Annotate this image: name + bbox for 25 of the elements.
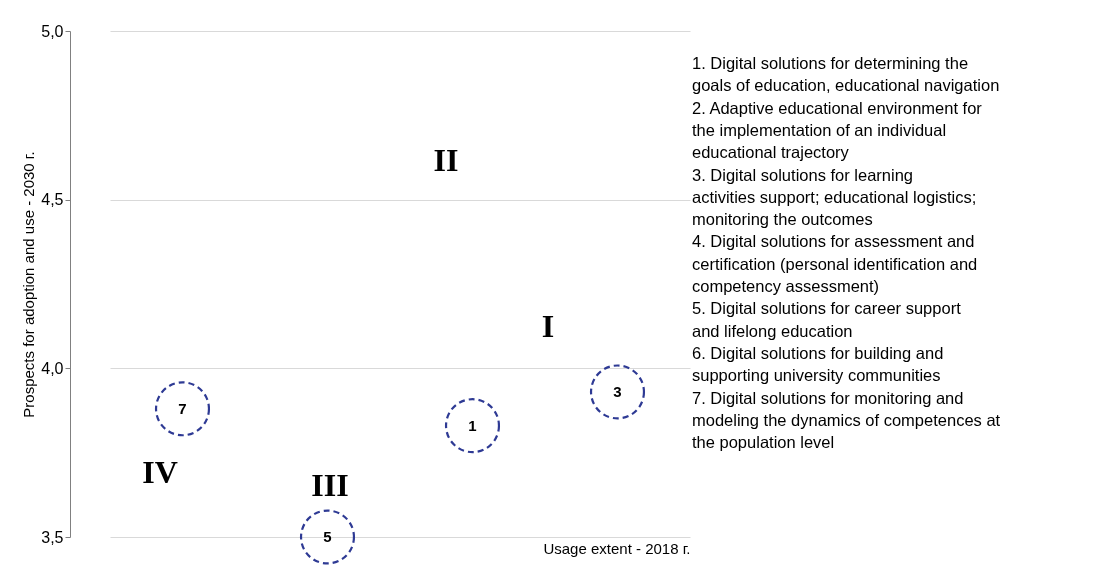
y-tick-label: 3,5 bbox=[41, 528, 64, 546]
point bbox=[444, 398, 501, 454]
text: 3. Digital solutions for learning activities support; educational logistics; monitoring the outcomes bbox=[692, 165, 977, 229]
series-label: 7 bbox=[178, 399, 187, 417]
y-tick-label: 4,5 bbox=[41, 191, 64, 209]
point bbox=[299, 509, 356, 565]
annotation: III bbox=[311, 467, 349, 503]
text: 2. Adaptive educational environment for the implementation of an individual educational trajectory bbox=[692, 98, 983, 162]
series-label: 5 bbox=[323, 528, 332, 545]
series-label: 1 bbox=[468, 416, 477, 434]
annotation: I bbox=[541, 308, 555, 344]
text: 5. Digital solutions for career support and lifelong education bbox=[692, 299, 962, 340]
annotation: II bbox=[433, 142, 459, 178]
y-tick-label: 5,0 bbox=[41, 22, 64, 40]
y-tick-label: 4,0 bbox=[41, 359, 64, 377]
series-label: 3 bbox=[613, 382, 622, 400]
text: 6. Digital solutions for building and supporting university communities bbox=[692, 343, 944, 385]
x-axis-title: Usage extent - 2018 г. bbox=[543, 539, 691, 557]
annotation: IV bbox=[142, 454, 178, 490]
y-axis-title: Prospects for adoption and use - 2030 г. bbox=[20, 151, 38, 418]
point bbox=[154, 381, 211, 437]
text: 1. Digital solutions for determining the goals of education, educational navigation bbox=[692, 54, 1000, 95]
text: 4. Digital solutions for assessment and certification (personal identification and competency assessment) bbox=[692, 232, 978, 295]
point bbox=[589, 364, 646, 420]
text: 7. Digital solutions for monitoring and modeling the dynamics of competences at the population level bbox=[692, 388, 1001, 452]
